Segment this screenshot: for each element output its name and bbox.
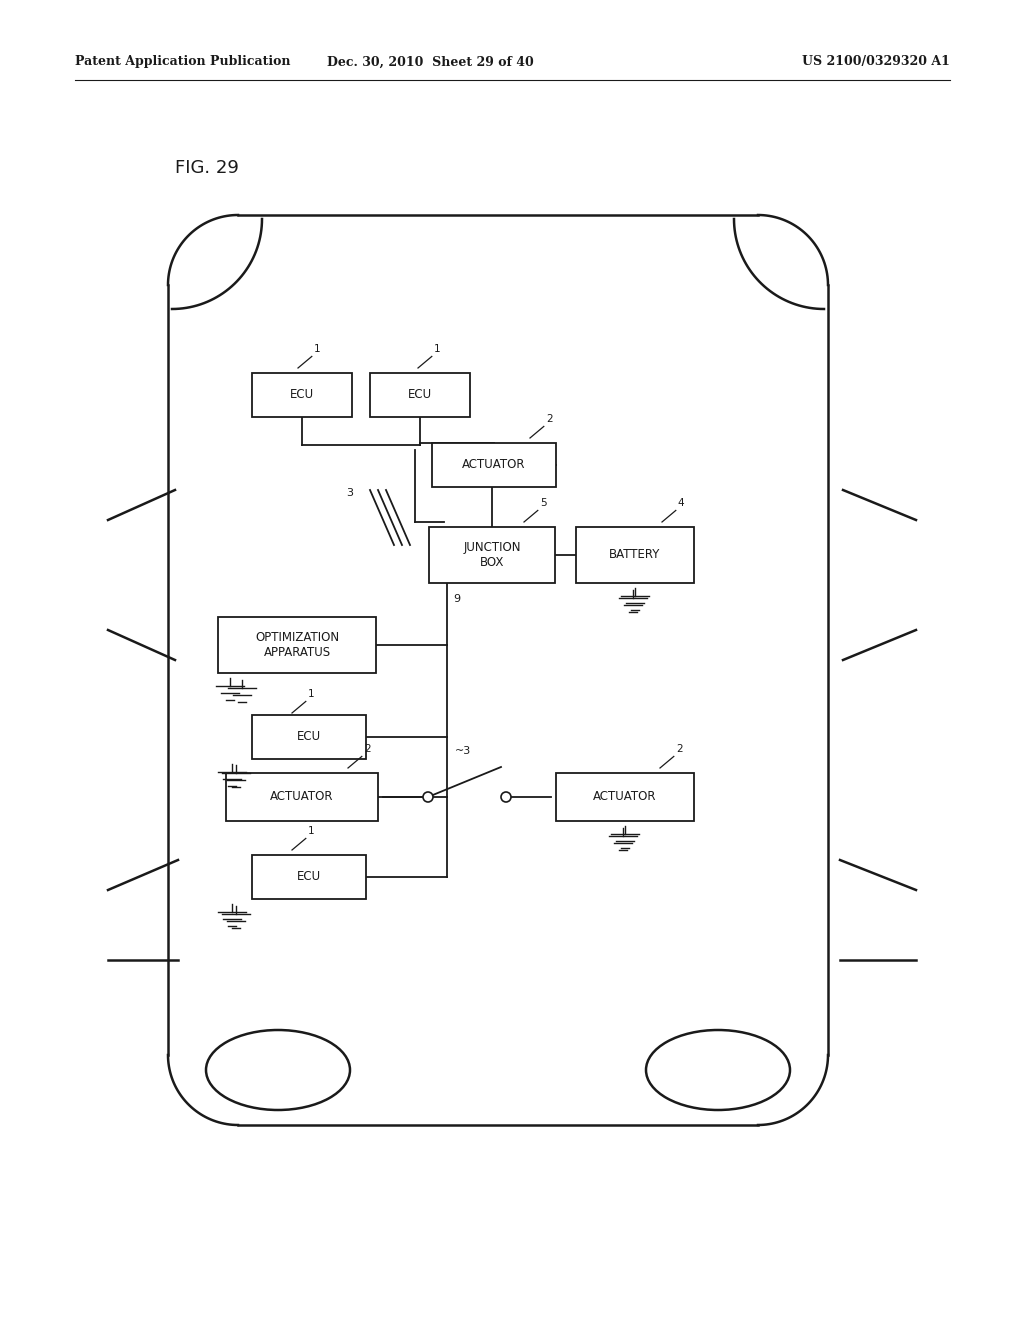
Text: ECU: ECU — [290, 388, 314, 401]
Text: 3: 3 — [346, 488, 353, 498]
Text: ~3: ~3 — [455, 746, 471, 756]
Bar — [432, 444, 556, 487]
Text: OPTIMIZATION
APPARATUS: OPTIMIZATION APPARATUS — [255, 631, 339, 659]
Text: ACTUATOR: ACTUATOR — [270, 791, 334, 804]
Text: 2: 2 — [546, 414, 552, 425]
Text: ACTUATOR: ACTUATOR — [462, 458, 525, 471]
Bar — [252, 855, 366, 899]
Text: US 2100/0329320 A1: US 2100/0329320 A1 — [802, 55, 950, 69]
Text: 2: 2 — [676, 744, 682, 755]
Text: 1: 1 — [308, 689, 314, 700]
Text: ECU: ECU — [297, 870, 322, 883]
Bar — [575, 527, 694, 583]
Text: 4: 4 — [678, 499, 684, 508]
Bar — [429, 527, 555, 583]
Text: BATTERY: BATTERY — [609, 549, 660, 561]
Text: ACTUATOR: ACTUATOR — [593, 791, 656, 804]
Text: Patent Application Publication: Patent Application Publication — [75, 55, 291, 69]
Text: 1: 1 — [308, 826, 314, 837]
Bar — [252, 374, 352, 417]
Text: 9: 9 — [453, 594, 460, 605]
Text: ECU: ECU — [297, 730, 322, 743]
Bar — [226, 774, 378, 821]
Text: FIG. 29: FIG. 29 — [175, 158, 239, 177]
Bar — [370, 374, 470, 417]
Bar — [556, 774, 694, 821]
Text: JUNCTION
BOX: JUNCTION BOX — [463, 541, 521, 569]
Text: 2: 2 — [364, 744, 371, 755]
Text: 1: 1 — [313, 345, 321, 355]
Text: ECU: ECU — [408, 388, 432, 401]
Text: Dec. 30, 2010  Sheet 29 of 40: Dec. 30, 2010 Sheet 29 of 40 — [327, 55, 534, 69]
Circle shape — [423, 792, 433, 803]
Bar — [218, 616, 376, 673]
Text: 5: 5 — [540, 499, 547, 508]
Circle shape — [501, 792, 511, 803]
Bar — [252, 715, 366, 759]
Text: 1: 1 — [434, 345, 440, 355]
